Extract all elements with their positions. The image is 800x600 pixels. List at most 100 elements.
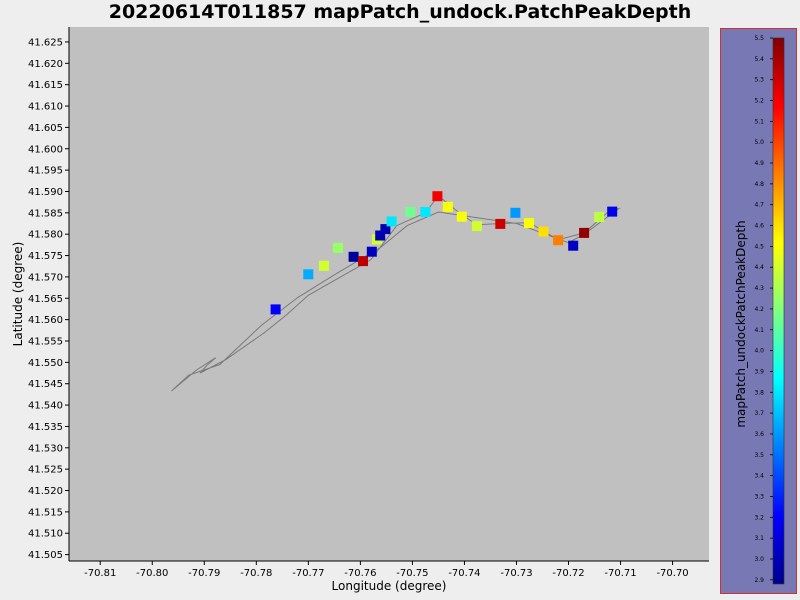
data-point <box>420 207 431 217</box>
colorbar-ticks: 2.9 3.0 3.1 3.2 3.3 3.4 3.5 3.6 3.7 3.8 3.9 4.0 4.1 4… <box>754 35 773 584</box>
colorbar-tick-label: 3.5 <box>754 452 764 459</box>
data-point <box>553 235 564 246</box>
colorbar-tick-label: 4.3 <box>754 285 764 292</box>
y-tick-label: 41.510 <box>28 529 63 540</box>
colorbar-tick-label: 5.4 <box>754 56 764 63</box>
colorbar-tick-label: 4.1 <box>754 327 764 334</box>
y-tick-label: 41.550 <box>28 358 63 369</box>
y-tick-label: 41.530 <box>28 443 63 454</box>
data-point <box>380 224 391 235</box>
data-point <box>594 212 605 223</box>
colorbar-tick-label: 4.5 <box>754 243 764 250</box>
y-tick-label: 41.520 <box>28 486 63 497</box>
data-point <box>270 304 281 315</box>
y-tick-label: 41.515 <box>28 507 63 518</box>
y-tick-label: 41.575 <box>28 251 63 262</box>
x-tick-label: -70.80 <box>136 568 168 579</box>
colorbar-tick-label: 3.7 <box>754 410 764 417</box>
data-point <box>510 207 521 218</box>
colorbar-tick-label: 4.0 <box>754 348 764 355</box>
y-tick-label: 41.540 <box>28 401 63 412</box>
data-point <box>386 216 397 227</box>
colorbar-tick-label: 3.2 <box>754 514 764 521</box>
y-tick-label: 41.535 <box>28 422 63 433</box>
x-tick-label: -70.70 <box>656 568 688 579</box>
data-point <box>319 260 329 271</box>
colorbar-tick-label: 5.2 <box>754 98 764 105</box>
x-tick-label: -70.71 <box>604 568 636 579</box>
data-point <box>348 251 359 262</box>
colorbar-label: mapPatch_undockPatchPeakDepth <box>734 220 748 427</box>
colorbar-tick-label: 5.5 <box>754 35 764 42</box>
colorbar-tick-label: 3.9 <box>754 368 764 375</box>
data-point <box>432 191 443 202</box>
data-point <box>538 226 549 237</box>
x-tick-label: -70.72 <box>552 568 584 579</box>
x-axis-ticks: -70.81 -70.80 -70.79 -70.78 -70.77 -70.76 -70.… <box>84 561 689 579</box>
y-tick-label: 41.545 <box>28 379 63 390</box>
x-axis-label: Longitude (degree) <box>332 579 447 593</box>
x-tick-label: -70.81 <box>84 568 116 579</box>
y-axis-ticks: 41.505 41.510 41.515 41.520 41.525 41.530 41.5… <box>28 37 69 561</box>
y-tick-label: 41.570 <box>28 272 63 283</box>
colorbar-tick-label: 4.9 <box>754 160 764 167</box>
colorbar-tick-label: 3.1 <box>754 535 764 542</box>
colorbar-tick-label: 3.4 <box>754 473 764 480</box>
colorbar-tick-label: 3.0 <box>754 556 764 563</box>
colorbar-tick-label: 3.6 <box>754 431 764 438</box>
colorbar-tick-label: 4.8 <box>754 181 764 188</box>
x-tick-label: -70.77 <box>292 568 324 579</box>
data-point <box>366 246 377 257</box>
chart-title: 20220614T011857 mapPatch_undock.PatchPea… <box>109 1 692 23</box>
colorbar-tick-label: 5.1 <box>754 118 764 125</box>
colorbar-tick-label: 4.2 <box>754 306 764 313</box>
colorbar-tick-label: 5.3 <box>754 77 764 84</box>
y-tick-label: 41.565 <box>28 294 63 305</box>
data-point <box>495 218 506 229</box>
x-tick-label: -70.75 <box>396 568 428 579</box>
data-point <box>579 227 590 238</box>
y-tick-label: 41.580 <box>28 230 63 241</box>
data-point <box>456 211 467 222</box>
data-point <box>358 256 368 267</box>
y-tick-label: 41.625 <box>28 37 63 48</box>
colorbar <box>772 37 785 585</box>
data-point <box>471 221 482 232</box>
y-tick-label: 41.605 <box>28 123 63 134</box>
y-tick-label: 41.610 <box>28 102 63 113</box>
colorbar-tick-label: 3.3 <box>754 493 764 500</box>
data-point <box>303 269 314 280</box>
y-tick-label: 41.505 <box>28 550 63 561</box>
x-tick-label: -70.79 <box>188 568 220 579</box>
x-tick-label: -70.74 <box>448 568 480 579</box>
plot-area <box>69 27 709 561</box>
y-tick-label: 41.555 <box>28 336 63 347</box>
y-tick-label: 41.600 <box>28 144 63 155</box>
data-point <box>568 240 579 251</box>
data-point <box>442 201 453 212</box>
x-tick-label: -70.76 <box>344 568 376 579</box>
data-points <box>270 191 618 315</box>
data-point <box>524 218 534 229</box>
data-point <box>607 206 618 217</box>
y-tick-label: 41.585 <box>28 208 63 219</box>
colorbar-tick-label: 4.6 <box>754 223 764 230</box>
y-tick-label: 41.525 <box>28 465 63 476</box>
colorbar-tick-label: 4.7 <box>754 202 764 209</box>
y-tick-label: 41.595 <box>28 166 63 177</box>
y-tick-label: 41.615 <box>28 80 63 91</box>
y-tick-label: 41.560 <box>28 315 63 326</box>
y-tick-label: 41.590 <box>28 187 63 198</box>
data-point <box>375 230 386 241</box>
data-point <box>333 242 343 253</box>
x-tick-label: -70.78 <box>240 568 272 579</box>
colorbar-tick-label: 4.4 <box>754 264 764 271</box>
colorbar-tick-label: 5.0 <box>754 139 764 146</box>
colorbar-tick-label: 3.8 <box>754 389 764 396</box>
x-tick-label: -70.73 <box>500 568 532 579</box>
y-axis-label: Latitude (degree) <box>11 242 25 347</box>
data-point <box>405 207 416 217</box>
colorbar-tick-label: 2.9 <box>754 577 764 584</box>
y-tick-label: 41.620 <box>28 59 63 70</box>
